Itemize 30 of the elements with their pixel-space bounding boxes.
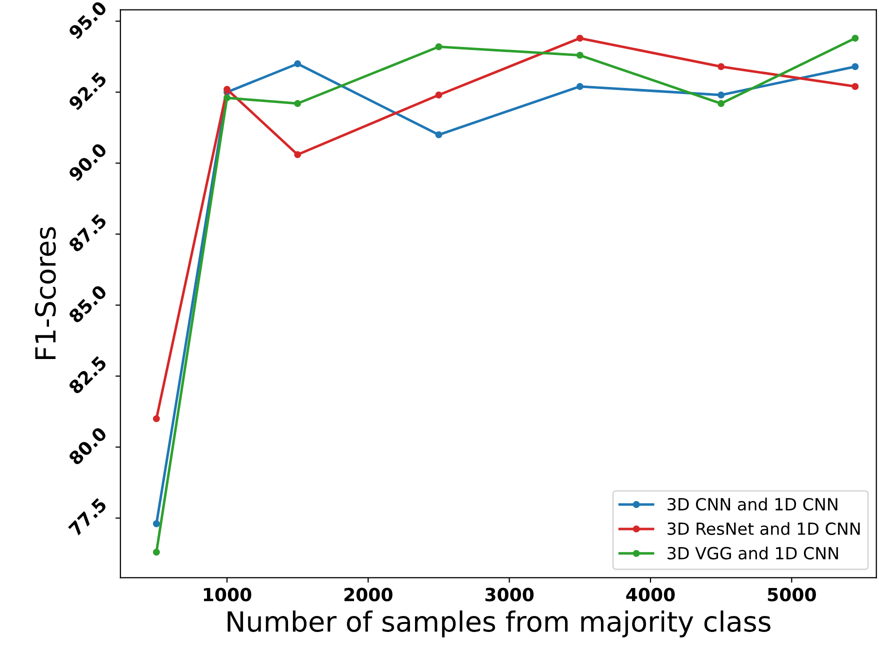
point	[294, 100, 302, 107]
legend-label: 3D ResNet and 1D CNN	[668, 522, 860, 536]
point	[224, 94, 230, 102]
point	[852, 83, 859, 90]
point	[152, 520, 160, 528]
x-tick-label: 3000	[485, 588, 534, 602]
point	[152, 415, 160, 422]
x-tick-label: 5000	[768, 588, 816, 602]
point	[718, 100, 725, 107]
point	[576, 34, 584, 42]
point	[718, 92, 725, 98]
legend-label: 3D CNN and 1D CNN	[668, 498, 838, 511]
point	[224, 86, 230, 93]
x-tick-label: 1000	[204, 588, 252, 602]
point	[852, 63, 859, 70]
x-tick-label: 4000	[626, 588, 675, 602]
y-axis-title: F1-Scores	[34, 227, 56, 360]
point	[152, 548, 160, 556]
x-axis-title: Number of samples from majority class	[228, 610, 770, 638]
point	[294, 151, 302, 158]
point	[294, 60, 302, 68]
point	[718, 63, 725, 70]
point	[576, 52, 584, 59]
point	[576, 83, 584, 90]
point	[852, 34, 859, 42]
legend-label: 3D VGG and 1D CNN	[668, 546, 838, 560]
point	[435, 131, 442, 138]
x-tick-label: 2000	[344, 588, 392, 602]
point	[435, 92, 442, 98]
point	[435, 43, 442, 50]
